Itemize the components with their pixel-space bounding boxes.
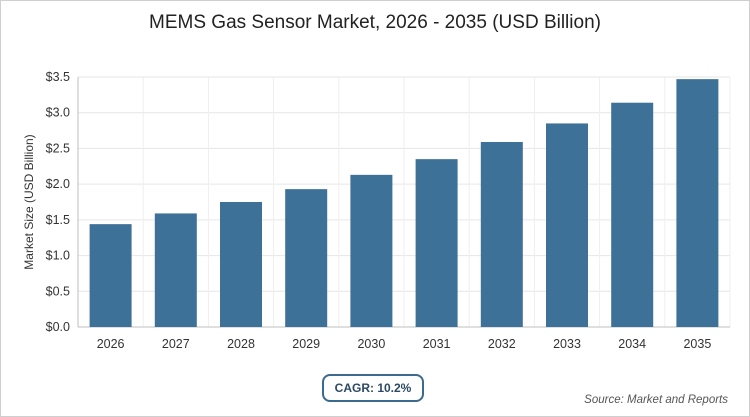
bar-2026 [89,224,132,327]
x-tick-label: 2028 [227,337,255,351]
x-tick-label: 2029 [292,337,320,351]
bar-2029 [285,189,328,327]
y-tick-label: $2.0 [46,177,70,191]
bars [89,79,719,328]
bar-2033 [546,123,588,327]
y-tick-label: $3.5 [46,70,70,84]
y-tick-label: $3.0 [46,106,70,120]
bar-2027 [154,213,197,327]
x-tick-label: 2027 [162,337,190,351]
bar-2030 [350,174,393,327]
bar-2035 [676,79,719,328]
x-tick-label: 2032 [488,337,516,351]
x-tick-label: 2035 [683,337,711,351]
x-tick-label: 2026 [97,337,125,351]
source-note: Source: Market and Reports [584,394,728,406]
bar-2028 [220,202,262,327]
x-tick-label: 2031 [423,337,451,351]
chart-title: MEMS Gas Sensor Market, 2026 - 2035 (USD… [149,12,601,33]
y-tick-label: $1.5 [46,213,70,227]
x-axis-ticks: 2026 2027 2028 2029 2030 2031 2032 2033 2034 2035 [97,337,712,351]
cagr-badge: CAGR: 10.2% [322,374,424,402]
y-tick-label: $2.5 [46,141,70,155]
y-tick-label: $0.5 [46,284,70,298]
bar-2034 [611,102,654,327]
x-tick-label: 2034 [618,337,646,351]
y-tick-label: $1.0 [46,249,70,263]
bar-2032 [480,142,523,327]
bar-2031 [415,159,458,327]
y-axis-title: Market Size (USD Billion) [22,134,36,269]
x-tick-label: 2030 [357,337,385,351]
y-tick-label: $0.0 [46,320,70,334]
y-axis-ticks: $0.0 $0.5 $1.0 $1.5 $2.0 $2.5 $3.0 $3.5 [46,70,70,334]
x-tick-label: 2033 [553,337,581,351]
